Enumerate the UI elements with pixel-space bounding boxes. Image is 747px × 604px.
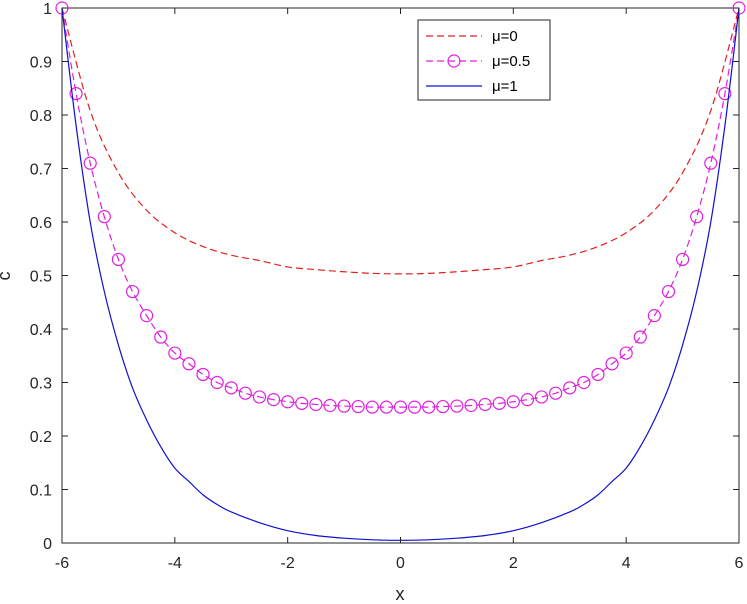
y-tick-label-8: 0.8: [30, 108, 52, 125]
series-1-point-12: [224, 381, 238, 395]
series-1-point-23: [379, 400, 393, 414]
series-1-point-17: [295, 396, 309, 410]
series-1-point-28: [450, 399, 464, 413]
series-1-point-16: [281, 395, 295, 409]
y-tick-label-7: 0.7: [30, 162, 52, 179]
series-1-point-25: [408, 400, 422, 414]
series-1-point-31: [492, 396, 506, 410]
series-line-0: [61, 7, 740, 275]
legend: μ=0 μ=0.5 μ=1: [417, 19, 551, 101]
series-1-point-20: [337, 399, 351, 413]
y-axis-label: c: [0, 272, 14, 281]
series-1-point-39: [605, 357, 619, 371]
series-1-point-2: [83, 156, 97, 170]
x-tick-label-1: -4: [168, 555, 182, 572]
y-tick-label-4: 0.4: [30, 322, 52, 339]
y-tick-label-3: 0.3: [30, 376, 52, 393]
series-layer: [55, 1, 746, 541]
series-1-point-19: [323, 398, 337, 413]
plot-frame: [61, 7, 740, 544]
series-1-point-30: [478, 397, 492, 412]
x-tick-label-6: 6: [735, 555, 744, 572]
series-1-point-43: [661, 284, 676, 299]
y-tick-label-10: 1: [43, 1, 52, 18]
series-1-point-18: [309, 397, 323, 412]
series-1-point-22: [365, 400, 379, 414]
series-1-point-13: [238, 386, 252, 400]
series-1-point-21: [351, 399, 365, 414]
series-1-point-29: [464, 398, 478, 413]
series-1-point-45: [690, 210, 704, 224]
x-tick-label-3: 0: [396, 555, 405, 572]
series-1-point-41: [633, 330, 647, 344]
series-1-point-6: [140, 309, 154, 323]
series-1-point-15: [266, 393, 281, 407]
y-tick-label-9: 0.9: [30, 55, 52, 72]
plot-area: -6 -4 -2 0 2 4 6 0 0.1 0.2 0.3 0.4 0.5 0.6 0.7 0.8 0.9 1: [30, 1, 746, 572]
y-tick-label-0: 0: [43, 536, 52, 553]
legend-label-1: μ=0.5: [492, 53, 530, 70]
series-1-point-38: [591, 367, 605, 382]
x-axis-label: x: [396, 584, 405, 604]
legend-label-0: μ=0: [492, 28, 518, 45]
legend-entry-1: μ=0.5: [426, 53, 530, 70]
series-1-point-35: [549, 386, 563, 400]
legend-box: [417, 19, 551, 101]
legend-label-2: μ=1: [492, 78, 518, 95]
series-1-point-40: [619, 346, 633, 360]
series-1-point-46: [704, 156, 718, 170]
x-tick-label-0: -6: [55, 555, 69, 572]
legend-entry-0: μ=0: [426, 28, 518, 45]
series-1-point-3: [97, 210, 111, 224]
series-1-point-8: [168, 346, 182, 360]
series-line-1: [61, 7, 740, 408]
series-1-point-36: [563, 381, 577, 395]
series-1-point-7: [154, 330, 168, 344]
legend-entry-2: μ=1: [426, 78, 518, 95]
y-tick-label-6: 0.6: [30, 215, 52, 232]
series-1-point-4: [111, 252, 126, 267]
series-1-point-11: [210, 375, 224, 390]
series-1-point-47: [718, 86, 732, 101]
series-1-point-37: [577, 375, 591, 390]
series-1-point-34: [534, 390, 549, 404]
series-1-point-24: [393, 400, 408, 414]
x-tick-label-5: 4: [622, 555, 631, 572]
series-1-point-32: [506, 395, 520, 409]
series-1-point-27: [436, 399, 450, 414]
y-tick-label-1: 0.1: [30, 483, 52, 500]
series-1-point-44: [675, 252, 690, 267]
y-tick-label-5: 0.5: [30, 269, 52, 286]
legend-marker-1: [447, 54, 461, 68]
series-1-point-14: [252, 390, 267, 404]
series-1-point-42: [647, 309, 661, 323]
series-1-point-1: [69, 86, 83, 101]
series-1-point-10: [196, 367, 210, 382]
axis-layer: -6 -4 -2 0 2 4 6 0 0.1 0.2 0.3 0.4 0.5 0.6 0.7 0.8 0.9 1: [30, 1, 744, 572]
series-1-point-26: [422, 400, 436, 414]
series-1-point-9: [182, 357, 196, 371]
x-tick-label-4: 2: [509, 555, 518, 572]
y-tick-label-2: 0.2: [30, 429, 52, 446]
x-tick-label-2: -2: [281, 555, 295, 572]
series-1-point-5: [125, 284, 140, 299]
series-1-point-33: [520, 393, 535, 407]
